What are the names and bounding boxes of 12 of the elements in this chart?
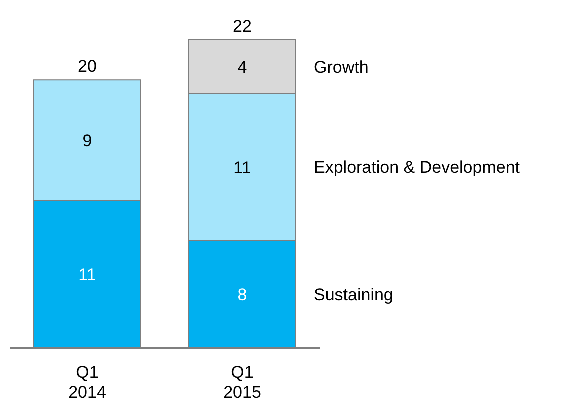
data-label: 9 (82, 131, 92, 150)
series-label: Sustaining (314, 285, 394, 304)
total-label: 22 (233, 17, 252, 36)
total-label: 20 (78, 57, 97, 76)
series-label: Growth (314, 58, 369, 77)
x-tick-label: Q1 2015 (224, 363, 262, 402)
data-label: 8 (238, 285, 248, 304)
data-label: 11 (234, 158, 252, 178)
x-tick-label: Q1 2014 (68, 363, 106, 402)
data-label: 11 (78, 265, 96, 284)
series-label: Exploration & Development (314, 158, 520, 178)
data-label: 4 (238, 58, 248, 77)
